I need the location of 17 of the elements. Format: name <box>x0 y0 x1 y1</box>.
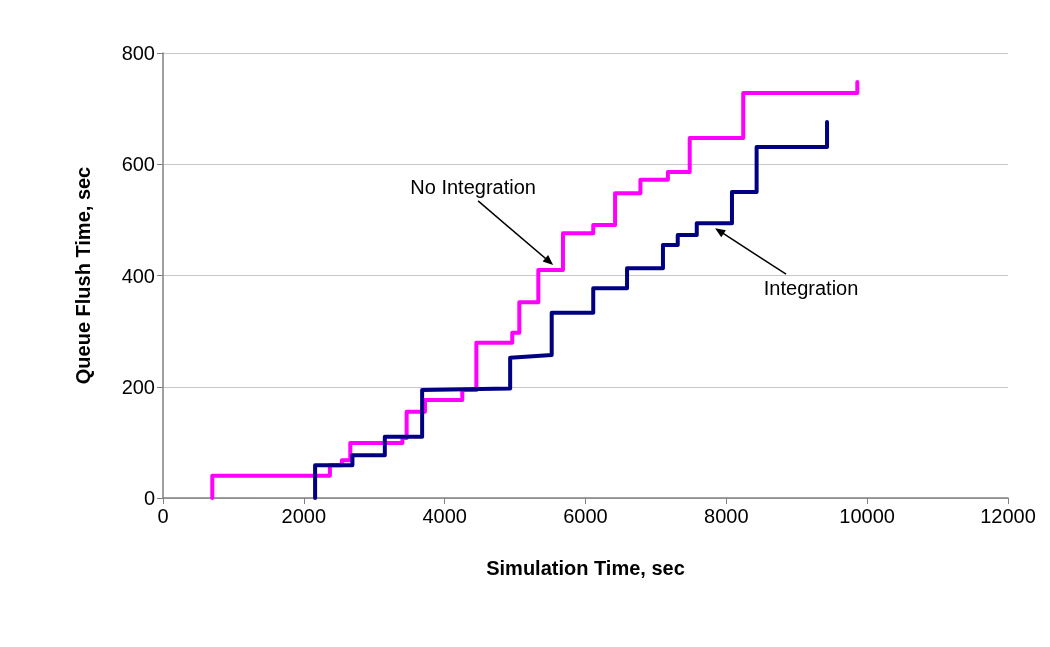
y-tick-label: 400 <box>121 264 155 287</box>
x-tick-label: 4000 <box>422 505 467 527</box>
y-axis-title: Queue Flush Time, sec <box>72 166 94 385</box>
line-series <box>210 79 860 500</box>
annotation: Integration <box>763 277 859 300</box>
x-tick-label: 6000 <box>563 505 608 527</box>
y-tick-label: 800 <box>121 42 155 64</box>
y-tick-label: 600 <box>121 153 155 176</box>
y-tick-label: 200 <box>121 375 155 398</box>
x-tick-label: 10000 <box>839 505 895 527</box>
annotation: No Integration <box>410 175 536 198</box>
x-axis-title: Simulation Time, sec <box>486 557 685 579</box>
x-tick-label: 12000 <box>980 505 1036 527</box>
x-tick-label: 0 <box>157 505 169 527</box>
x-tick-label: 8000 <box>704 505 749 527</box>
x-tick-label: 2000 <box>281 505 327 527</box>
y-tick-label: 0 <box>143 487 155 509</box>
